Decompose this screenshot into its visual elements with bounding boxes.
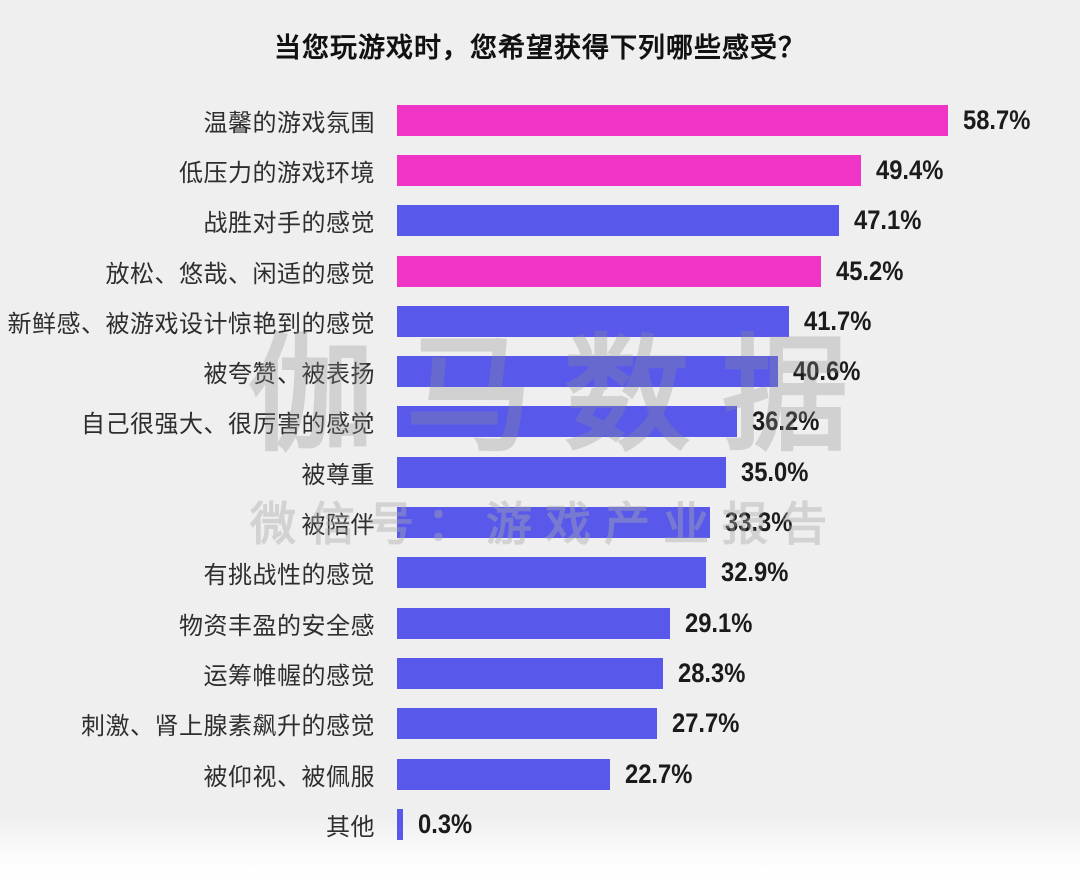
category-label: 运筹帷幄的感觉 bbox=[203, 662, 375, 690]
value-label: 47.1% bbox=[854, 205, 922, 236]
category-label: 其他 bbox=[326, 813, 375, 841]
value-label: 45.2% bbox=[836, 255, 904, 286]
category-label: 物资丰盈的安全感 bbox=[179, 612, 375, 640]
bar bbox=[397, 154, 861, 186]
bar bbox=[397, 758, 611, 790]
bar bbox=[397, 205, 840, 237]
bar bbox=[397, 104, 949, 136]
bar bbox=[397, 507, 710, 539]
bar-row: 有挑战性的感觉 32.9% bbox=[0, 548, 1080, 598]
bar-row: 运筹帷幄的感觉 28.3% bbox=[0, 648, 1080, 698]
category-label: 刺激、肾上腺素飙升的感觉 bbox=[81, 713, 375, 741]
category-label: 自己很强大、很厉害的感觉 bbox=[81, 411, 375, 439]
category-label: 被陪伴 bbox=[301, 512, 375, 540]
bar bbox=[397, 456, 726, 488]
bar-row: 物资丰盈的安全感 29.1% bbox=[0, 598, 1080, 648]
chart-title: 当您玩游戏时，您希望获得下列哪些感受？ bbox=[274, 33, 806, 63]
category-label: 战胜对手的感觉 bbox=[203, 210, 375, 238]
category-label: 有挑战性的感觉 bbox=[203, 562, 375, 590]
category-label: 放松、悠哉、闲适的感觉 bbox=[105, 260, 375, 288]
value-label: 40.6% bbox=[793, 356, 861, 387]
value-label: 33.3% bbox=[724, 507, 793, 538]
bar bbox=[397, 808, 403, 840]
value-label: 27.7% bbox=[672, 708, 740, 739]
bar bbox=[397, 255, 822, 287]
bar-row: 被陪伴 33.3% bbox=[0, 497, 1080, 547]
value-label: 49.4% bbox=[875, 154, 944, 185]
bar bbox=[397, 406, 737, 438]
bar bbox=[397, 607, 671, 639]
bar-row: 自己很强大、很厉害的感觉 36.2% bbox=[0, 397, 1080, 447]
category-label: 被仰视、被佩服 bbox=[203, 763, 375, 791]
value-label: 32.9% bbox=[720, 557, 789, 588]
value-label: 35.0% bbox=[740, 456, 809, 487]
value-label: 58.7% bbox=[963, 104, 1031, 135]
value-label: 29.1% bbox=[685, 607, 753, 638]
bar-row: 放松、悠哉、闲适的感觉 45.2% bbox=[0, 246, 1080, 296]
bar-chart: 温馨的游戏氛围 58.7% 低压力的游戏环境 49.4% 战胜对手的感觉 47.1% 放松、… bbox=[0, 95, 1080, 849]
bar-row: 刺激、肾上腺素飙升的感觉 27.7% bbox=[0, 699, 1080, 749]
bar-row: 被夸赞、被表扬 40.6% bbox=[0, 346, 1080, 396]
bar bbox=[397, 708, 658, 740]
category-label: 低压力的游戏环境 bbox=[179, 159, 375, 187]
category-label: 被尊重 bbox=[301, 461, 375, 489]
category-label: 新鲜感、被游戏设计惊艳到的感觉 bbox=[7, 310, 375, 338]
bar-row: 低压力的游戏环境 49.4% bbox=[0, 145, 1080, 195]
value-label: 28.3% bbox=[677, 657, 746, 688]
bar-row: 被尊重 35.0% bbox=[0, 447, 1080, 497]
bar-row: 新鲜感、被游戏设计惊艳到的感觉 41.7% bbox=[0, 296, 1080, 346]
value-label: 41.7% bbox=[803, 305, 871, 336]
bar bbox=[397, 657, 663, 689]
bar bbox=[397, 305, 789, 337]
category-label: 被夸赞、被表扬 bbox=[203, 361, 375, 389]
value-label: 22.7% bbox=[625, 758, 693, 789]
category-label: 温馨的游戏氛围 bbox=[203, 109, 375, 137]
value-label: 36.2% bbox=[751, 406, 820, 437]
bar-row: 被仰视、被佩服 22.7% bbox=[0, 749, 1080, 799]
value-label: 0.3% bbox=[418, 808, 473, 839]
bar-row: 其他 0.3% bbox=[0, 799, 1080, 849]
bar-row: 温馨的游戏氛围 58.7% bbox=[0, 95, 1080, 145]
bar-row: 战胜对手的感觉 47.1% bbox=[0, 196, 1080, 246]
bar bbox=[397, 356, 779, 388]
bar bbox=[397, 557, 706, 589]
